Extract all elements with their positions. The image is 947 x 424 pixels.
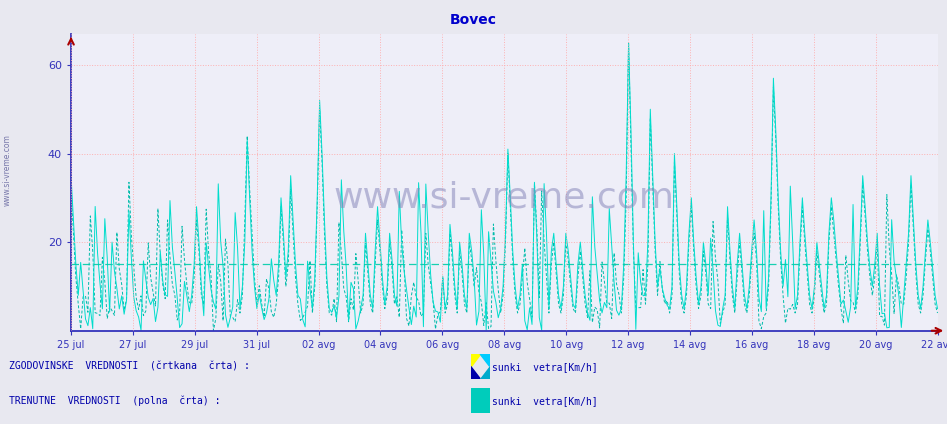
Text: TRENUTNE  VREDNOSTI  (polna  črta) :: TRENUTNE VREDNOSTI (polna črta) : — [9, 396, 221, 406]
Polygon shape — [471, 354, 480, 366]
Text: ZGODOVINSKE  VREDNOSTI  (črtkana  črta) :: ZGODOVINSKE VREDNOSTI (črtkana črta) : — [9, 362, 250, 372]
Text: sunki  vetra[Km/h]: sunki vetra[Km/h] — [492, 396, 599, 406]
Polygon shape — [480, 366, 490, 379]
Text: Bovec: Bovec — [450, 13, 497, 27]
Text: www.si-vreme.com: www.si-vreme.com — [333, 180, 675, 214]
Text: sunki  vetra[Km/h]: sunki vetra[Km/h] — [492, 362, 599, 372]
Text: www.si-vreme.com: www.si-vreme.com — [3, 134, 12, 206]
Polygon shape — [471, 366, 480, 379]
Polygon shape — [480, 354, 490, 366]
